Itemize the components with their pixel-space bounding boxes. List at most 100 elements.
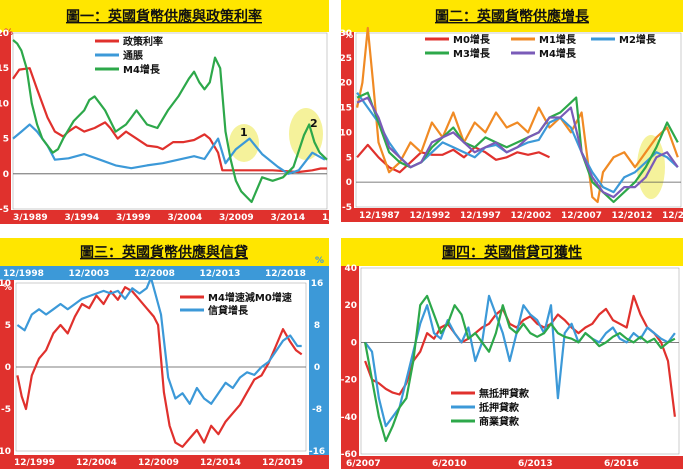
chart-2-y-unit: % [344,31,353,41]
chart-3-y-axis-bar [0,280,14,455]
chart-2-xtick-label: 12/1987 [359,211,400,221]
chart-2-ytick-label: 30 [341,29,352,39]
chart-3-title: 圖三：英國貨幣供應與信貸 [80,244,248,261]
chart-2-title-bar [341,0,683,32]
chart-1-svg: 圖一：英國貨幣供應與政策利率 % 1 2 -5 0 5 10 15 20 3/1989 3/1… [0,0,329,224]
chart-2-legend-label: M0增長 [453,33,491,46]
chart-2-ytick-label: 15 [341,104,352,114]
chart-2-xtick-label: 12/2012 [612,211,653,221]
chart-2-ytick-label: 0 [346,178,352,188]
chart-2-xtick-label: 12/2007 [561,211,602,221]
chart-3-ytick-right-label: 16 [311,279,324,289]
chart-2-xtick-label: 12/2002 [511,211,552,221]
chart-1-xtick-label: 1/2019 [322,213,329,223]
chart-3-ytick-right-label: -16 [309,447,325,457]
chart-3-ytick-right-label: -8 [312,405,322,415]
chart-3-ytick-right-label: 8 [314,321,320,331]
chart-1-ytick-label: 20 [0,29,9,39]
chart-1-y-unit: % [4,28,13,38]
chart-4-ytick-label: 20 [344,301,357,311]
chart-3-xtick-label: 12/2009 [138,458,179,468]
chart-1-legend-label: 政策利率 [123,35,163,48]
chart-2-legend-label: M3增長 [453,47,491,60]
chart-4-ytick-label: -60 [341,450,357,460]
chart-3-xtick-label: 12/1999 [14,458,55,468]
chart-2-panel: 圖二：英國貨幣供應增長 % -5 0 5 10 15 20 25 30 12/1987 12/19… [341,0,683,233]
chart-3-svg: 圖三：英國貨幣供應與信貸 % % -10 -5 0 5 10 -16 -8 0 8 16 12/19… [0,238,329,469]
chart-4-ytick-label: -20 [341,376,357,386]
chart-3-y-unit: % [3,283,12,293]
chart-3-top-axis-bar [0,266,329,280]
chart-1-series-line-3 [12,39,328,204]
chart-2-ytick-label: 10 [341,128,352,138]
chart-1-ytick-label: 10 [0,99,9,109]
chart-3-xtick-label: 12/2014 [200,458,241,468]
chart-4-panel: 圖四：英國借貸可獲性 -60 -40 -20 0 20 40 6/2007 6/2010 6/2… [341,238,683,469]
chart-3-x-axis-bar [0,455,329,469]
chart-3-ytick-label: -5 [1,405,11,415]
chart-2-series-line-1 [356,143,550,174]
chart-1-ytick-label: 5 [3,135,9,145]
chart-2-legend-label: M1增長 [539,33,577,46]
chart-1-panel: 圖一：英國貨幣供應與政策利率 % 1 2 -5 0 5 10 15 20 3/1989 3/1… [0,0,329,233]
chart-4-title-bar [341,238,683,266]
chart-3-ytick-label: -10 [0,447,11,457]
chart-1-xtick-label: 3/1999 [116,213,151,223]
chart-2-legend-label: M2增長 [619,33,657,46]
chart-1-legend-label: 通脹 [123,50,143,62]
chart-4-legend-label: 無抵押貸款 [479,387,530,400]
chart-1-title: 圖一：英國貨幣供應與政策利率 [66,8,262,25]
chart-1-legend-label: M4增長 [123,63,161,76]
chart-3-y-right-axis-bar [309,280,329,455]
chart-1-xtick-label: 3/2009 [219,213,254,223]
chart-2-xtick-label: 12/1997 [460,211,501,221]
chart-3-ytick-label: 0 [5,363,11,373]
chart-3-xtick-top-label: 12/2008 [134,269,175,279]
chart-1-plot-area [12,32,328,210]
chart-2-xtick-label: 12/2017 [662,211,683,221]
chart-3-panel: 圖三：英國貨幣供應與信貸 % % -10 -5 0 5 10 -16 -8 0 8 16 12/19… [0,238,329,469]
chart-1-x-axis-bar [0,210,329,224]
chart-3-xtick-top-label: 12/2018 [265,269,306,279]
chart-1-ytick-label: 0 [3,170,9,180]
chart-2-plot-area [355,32,682,208]
chart-3-xtick-top-label: 12/2003 [69,269,110,279]
chart-1-title-bar [0,0,329,32]
chart-3-y-right-unit: % [315,256,324,266]
chart-2-series-line-2 [356,26,679,204]
chart-3-ytick-label: 5 [5,321,11,331]
chart-4-ytick-label: 0 [351,338,357,348]
chart-1-annotation-1: 1 [240,126,248,139]
chart-1-xtick-label: 3/2014 [271,213,306,223]
chart-1-xtick-label: 3/2004 [168,213,203,223]
chart-3-xtick-top-label: 12/2013 [200,269,241,279]
chart-4-series-line-3 [364,294,676,443]
chart-1-xtick-label: 3/1994 [65,213,100,223]
chart-2-ytick-label: 5 [346,153,352,163]
chart-4-plot-area [360,267,680,455]
chart-4-ytick-label: -40 [341,413,357,423]
chart-1-y-axis-bar [0,32,11,210]
chart-2-svg: 圖二：英國貨幣供應增長 % -5 0 5 10 15 20 25 30 12/1987 12/19… [341,0,683,222]
chart-4-xtick-label: 6/2007 [346,459,381,469]
chart-2-x-axis-bar [341,208,683,222]
chart-2-xtick-label: 12/1992 [410,211,451,221]
chart-2-legend-label: M4增長 [539,47,577,60]
chart-2-title: 圖二：英國貨幣供應增長 [435,8,590,25]
chart-4-ytick-label: 40 [344,264,357,274]
chart-1-xtick-label: 3/1989 [13,213,48,223]
chart-3-series-line-1 [16,286,303,448]
chart-1-highlight-2 [289,108,323,160]
chart-3-ytick-right-label: 0 [314,363,320,373]
chart-2-ytick-label: 20 [341,79,352,89]
chart-4-xtick-label: 6/2016 [604,459,639,469]
chart-2-ytick-label: 25 [341,54,352,64]
chart-2-y-axis-bar [341,32,354,208]
chart-4-svg: 圖四：英國借貸可獲性 -60 -40 -20 0 20 40 6/2007 6/2010 6/2… [341,238,683,469]
chart-1-ytick-label: -5 [0,205,9,215]
chart-4-legend-label: 商業貸款 [479,415,520,428]
chart-1-ytick-label: 15 [0,64,9,74]
chart-4-legend-label: 抵押貸款 [479,401,520,414]
chart-4-title: 圖四：英國借貸可獲性 [442,244,582,261]
chart-3-legend-label: M4增速減M0增速 [208,291,292,304]
